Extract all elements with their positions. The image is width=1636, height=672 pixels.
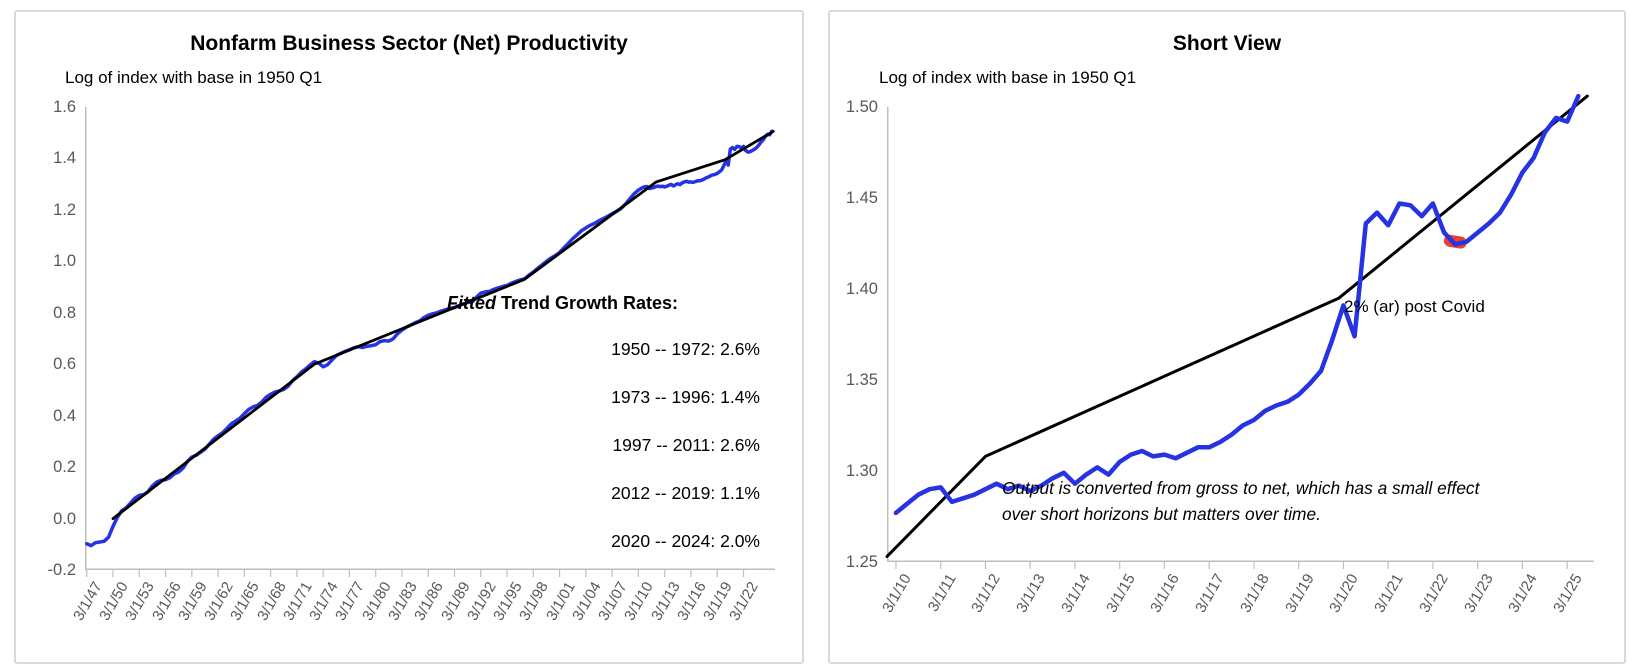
trend-rates-heading-rest: Trend Growth Rates: bbox=[496, 293, 679, 313]
y-axis-tick-label: 1.25 bbox=[845, 553, 878, 571]
y-axis-tick-label: 0.4 bbox=[53, 406, 76, 425]
x-axis-tick-label: 3/1/10 bbox=[879, 571, 915, 616]
x-axis-tick-label: 3/1/15 bbox=[1102, 571, 1139, 616]
x-axis-tick-label: 3/1/19 bbox=[1281, 571, 1318, 616]
trend-rates-heading: Fitted Trend Growth Rates: bbox=[447, 293, 678, 314]
gross-to-net-note-line1: Output is converted from gross to net, w… bbox=[1002, 478, 1480, 498]
chart-panel-short-view: Short View Log of index with base in 195… bbox=[828, 10, 1626, 664]
y-axis-tick-label: 0.2 bbox=[53, 458, 76, 477]
x-axis-tick-label: 3/1/12 bbox=[968, 571, 1005, 616]
y-axis-tick-label: 1.45 bbox=[845, 189, 878, 207]
plot-area bbox=[885, 93, 1594, 569]
x-axis-tick-label: 3/1/13 bbox=[1013, 571, 1049, 616]
fitted-trend-line bbox=[885, 94, 1589, 558]
trend-rate-1950-1972: 1950 -- 1972: 2.6% bbox=[611, 339, 760, 359]
x-axis-tick-label: 3/1/22 bbox=[1416, 571, 1452, 616]
chart-title: Nonfarm Business Sector (Net) Productivi… bbox=[190, 32, 628, 55]
chart-subtitle: Log of index with base in 1950 Q1 bbox=[65, 68, 323, 87]
plot-area bbox=[85, 107, 775, 577]
x-axis-tick-label: 3/1/20 bbox=[1326, 571, 1363, 616]
x-axis-tick-label: 3/1/17 bbox=[1192, 571, 1228, 616]
x-axis-tick-label: 3/1/16 bbox=[1147, 571, 1184, 616]
chart-title: Short View bbox=[1172, 32, 1282, 55]
y-axis-tick-label: 0.8 bbox=[53, 303, 76, 322]
x-axis-tick-label: 3/1/18 bbox=[1237, 571, 1273, 616]
trend-rates-heading-italic: Fitted bbox=[447, 293, 496, 313]
y-axis-tick-label: 0.6 bbox=[53, 355, 76, 374]
x-axis-tick-label: 3/1/23 bbox=[1460, 571, 1497, 616]
y-axis-tick-label: 1.50 bbox=[845, 98, 878, 116]
y-axis-tick-label: -0.2 bbox=[47, 561, 76, 579]
y-axis-tick-label: 1.6 bbox=[53, 98, 76, 116]
gross-to-net-note-line2: over short horizons but matters over tim… bbox=[1002, 503, 1321, 524]
net-productivity-line bbox=[893, 93, 1581, 516]
y-axis-tick-label: 1.4 bbox=[53, 149, 76, 168]
x-axis-tick-label: 3/1/14 bbox=[1058, 571, 1094, 616]
y-axis-tick-label: 1.40 bbox=[845, 280, 878, 298]
net-productivity-line bbox=[85, 129, 774, 548]
x-axis-tick-label: 3/1/11 bbox=[924, 571, 960, 615]
chart-panel-productivity-long-view: Nonfarm Business Sector (Net) Productivi… bbox=[14, 10, 804, 664]
trend-growth-annotation: 2% (ar) post Covid bbox=[1344, 297, 1485, 316]
y-axis-tick-label: 1.0 bbox=[53, 252, 76, 271]
gross-to-net-note: Output is converted from gross to net, w… bbox=[1002, 476, 1479, 528]
chart-canvas bbox=[85, 107, 775, 577]
trend-rate-1997-2011: 1997 -- 2011: 2.6% bbox=[612, 435, 760, 455]
chart-canvas bbox=[885, 93, 1594, 569]
trend-rate-2020-2024: 2020 -- 2024: 2.0% bbox=[611, 531, 760, 551]
fitted-trend-line bbox=[111, 129, 775, 521]
trend-rate-1973-1996: 1973 -- 1996: 1.4% bbox=[611, 387, 760, 407]
y-axis-tick-label: 1.2 bbox=[53, 200, 76, 219]
trend-rate-2012-2019: 2012 -- 2019: 1.1% bbox=[611, 483, 760, 503]
x-axis-tick-label: 3/1/21 bbox=[1371, 571, 1407, 616]
y-axis-tick-label: 1.35 bbox=[845, 371, 878, 389]
x-axis-tick-label: 3/1/24 bbox=[1505, 571, 1542, 616]
y-axis-tick-label: 0.0 bbox=[53, 509, 76, 528]
y-axis-tick-label: 1.30 bbox=[845, 462, 878, 480]
x-axis-tick-label: 3/1/25 bbox=[1550, 571, 1586, 616]
chart-subtitle: Log of index with base in 1950 Q1 bbox=[879, 68, 1137, 87]
